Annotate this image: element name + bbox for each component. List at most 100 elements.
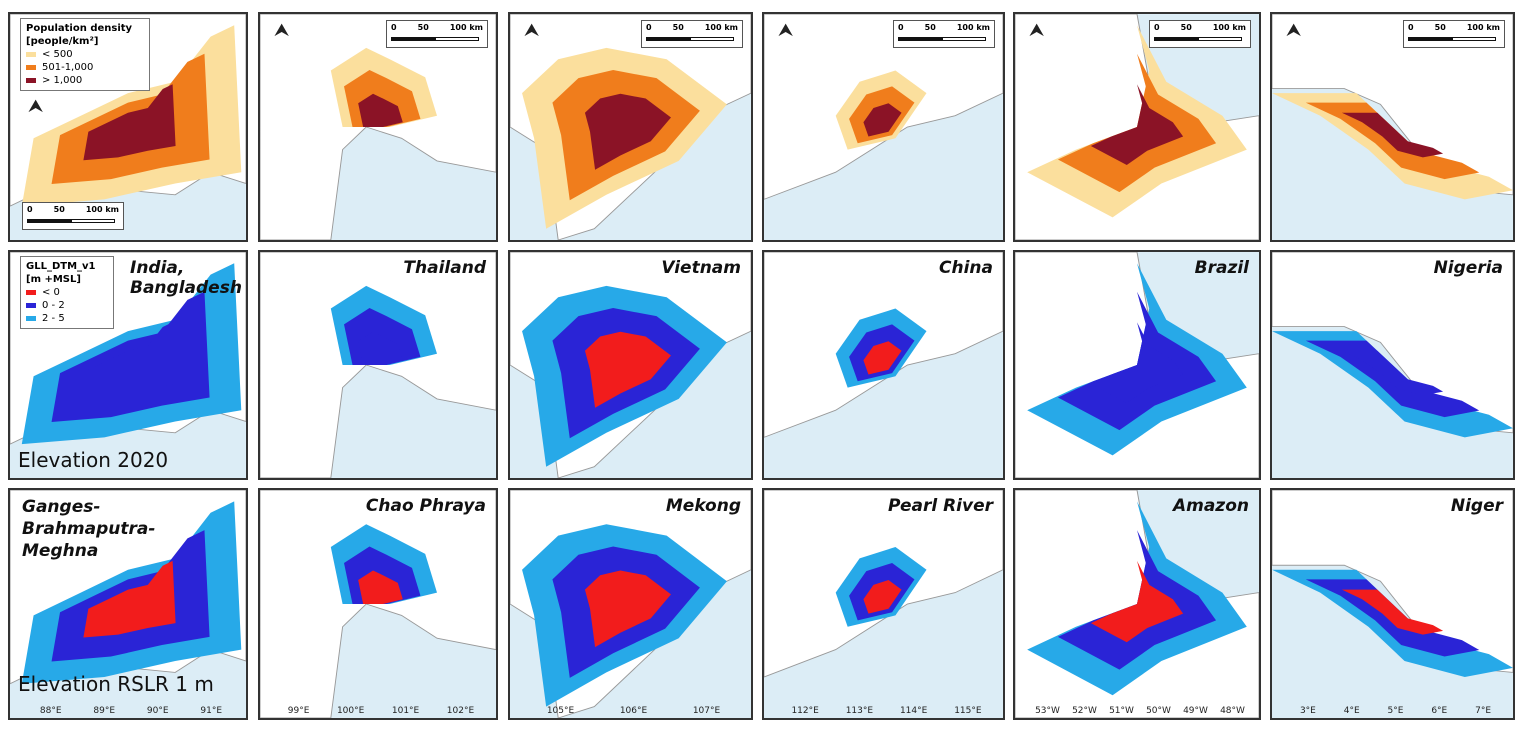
scale-label: 0: [391, 23, 397, 32]
scale-label: 50: [53, 205, 65, 214]
delta-label: Chao Phraya: [365, 496, 486, 516]
x-tick-label: 99°E: [287, 706, 310, 716]
scale-bar: 0 50 100 km: [386, 20, 488, 48]
x-axis-ticks: 3°E 4°E 5°E 6°E 7°E: [1286, 706, 1505, 716]
legend-label: > 1,000: [42, 75, 83, 86]
map-panel-r0-c2: ⮝ 0 50 100 km: [508, 12, 753, 242]
scale-bar: 0 50 100 km: [1403, 20, 1505, 48]
map-panel-r2-c3: Pearl River 112°E 113°E 114°E 115°E: [762, 488, 1005, 720]
map-canvas: [510, 490, 751, 718]
legend-item: 501-1,000: [26, 61, 144, 74]
data-region: [1057, 53, 1217, 193]
north-arrow-icon: ⮝: [28, 96, 44, 117]
north-arrow-icon: ⮝: [1029, 20, 1045, 41]
north-arrow-icon: ⮝: [778, 20, 794, 41]
data-region: [83, 322, 176, 399]
legend-label: < 0: [42, 287, 60, 298]
x-tick-label: 5°E: [1387, 706, 1404, 716]
map-panel-r1-c0: India, Bangladesh GLL_DTM_v1 [m +MSL] < 0 0…: [8, 250, 248, 480]
x-tick-label: 100°E: [336, 706, 365, 716]
x-tick-label: 49°W: [1183, 706, 1208, 716]
x-tick-label: 91°E: [200, 706, 223, 716]
data-region: [83, 560, 176, 638]
x-axis-ticks: 88°E 89°E 90°E 91°E: [24, 706, 238, 716]
x-tick-label: 90°E: [146, 706, 169, 716]
x-tick-label: 89°E: [93, 706, 116, 716]
x-tick-label: 107°E: [692, 706, 721, 716]
map-canvas: [260, 252, 496, 478]
elevation-legend: GLL_DTM_v1 [m +MSL] < 0 0 - 2 2 - 5: [20, 256, 114, 329]
scale-bar-white: [942, 37, 986, 41]
map-panel-r0-c0: 0 50 100 km Population density [people/km²]…: [8, 12, 248, 242]
map-canvas: [1015, 252, 1259, 478]
scale-bar-black: [1408, 37, 1452, 41]
map-panel-r0-c1: ⮝ 0 50 100 km: [258, 12, 498, 242]
scale-label: 0: [646, 23, 652, 32]
map-panel-r1-c2: Vietnam: [508, 250, 753, 480]
legend-item: > 1,000: [26, 74, 144, 87]
map-panel-r1-c1: Thailand: [258, 250, 498, 480]
map-panel-r2-c4: Amazon 53°W 52°W 51°W 50°W 49°W 48°W: [1013, 488, 1261, 720]
delta-label: Pearl River: [887, 496, 993, 516]
data-region: [1057, 530, 1217, 670]
delta-label: Niger: [1450, 496, 1503, 516]
scale-bar: 0 50 100 km: [893, 20, 995, 48]
legend-item: < 0: [26, 286, 108, 299]
scale-bar-black: [646, 37, 690, 41]
map-panel-r2-c5: Niger 3°E 4°E 5°E 6°E 7°E: [1270, 488, 1515, 720]
x-axis-ticks: 112°E 113°E 114°E 115°E: [778, 706, 995, 716]
row-label-elevation-2020: Elevation 2020: [18, 448, 169, 472]
north-arrow-icon: ⮝: [524, 20, 540, 41]
scale-bar-black: [391, 37, 435, 41]
country-label: Thailand: [403, 258, 486, 278]
x-tick-label: 4°E: [1343, 706, 1360, 716]
legend-title: Population density [people/km²]: [26, 23, 133, 47]
map-canvas: [764, 252, 1003, 438]
scale-bar-white: [1198, 37, 1242, 41]
x-tick-label: 50°W: [1146, 706, 1171, 716]
x-tick-label: 88°E: [39, 706, 62, 716]
data-region: [1057, 291, 1217, 431]
scale-bar-black: [27, 219, 71, 223]
data-region: [1090, 560, 1184, 643]
legend-item: < 500: [26, 48, 144, 61]
x-tick-label: 105°E: [546, 706, 575, 716]
scale-bar-white: [71, 219, 115, 223]
delta-label: Ganges-Brahmaputra-Meghna: [22, 497, 156, 561]
scale-label: 0: [1408, 23, 1414, 32]
scale-label: 100 km: [956, 23, 990, 32]
map-panel-r0-c5: ⮝ 0 50 100 km: [1270, 12, 1515, 242]
data-region: [584, 570, 671, 648]
map-canvas: [1272, 252, 1513, 438]
map-panel-r1-c4: Brazil: [1013, 250, 1261, 480]
scale-bar-black: [1154, 37, 1198, 41]
x-tick-label: 52°W: [1072, 706, 1097, 716]
scale-label: 100 km: [1466, 23, 1500, 32]
x-tick-label: 115°E: [954, 706, 982, 716]
scale-label: 100 km: [85, 205, 119, 214]
data-region: [1341, 350, 1444, 396]
north-arrow-icon: ⮝: [1286, 20, 1302, 41]
x-axis-ticks: 105°E 106°E 107°E: [524, 706, 743, 716]
x-tick-label: 51°W: [1109, 706, 1134, 716]
scale-bar-white: [1452, 37, 1496, 41]
legend-title: GLL_DTM_v1 [m +MSL]: [26, 261, 96, 285]
scale-label: 0: [1154, 23, 1160, 32]
country-label: Nigeria: [1433, 258, 1503, 278]
country-label: India, Bangladesh: [130, 258, 242, 298]
data-region: [584, 93, 671, 170]
map-canvas: [764, 490, 1003, 678]
scale-label: 50: [672, 23, 684, 32]
map-canvas: [510, 252, 751, 478]
map-canvas: [1272, 490, 1513, 677]
data-region: [863, 103, 902, 137]
data-region: [358, 331, 403, 365]
legend-swatch: [26, 290, 36, 295]
map-panel-r2-c0: Ganges-Brahmaputra-Meghna Elevation RSLR …: [8, 488, 248, 720]
map-panel-r0-c3: ⮝ 0 50 100 km: [762, 12, 1005, 242]
x-tick-label: 7°E: [1475, 706, 1492, 716]
map-canvas: [1272, 14, 1513, 200]
map-canvas: [1015, 490, 1259, 718]
country-label: Vietnam: [661, 258, 741, 278]
map-panel-r2-c1: Chao Phraya 99°E 100°E 101°E 102°E: [258, 488, 498, 720]
